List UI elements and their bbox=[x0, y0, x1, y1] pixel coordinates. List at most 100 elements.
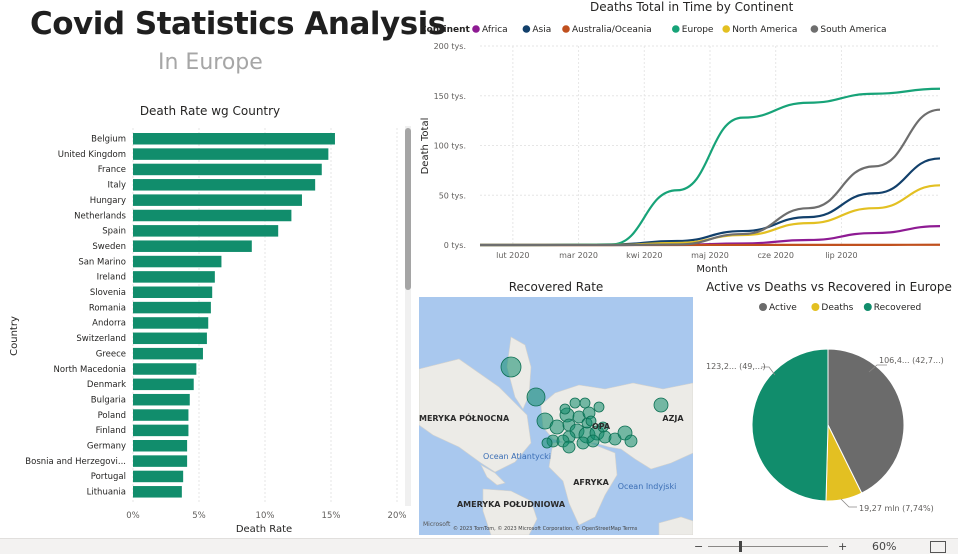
map-bubble[interactable] bbox=[560, 404, 570, 414]
line-chart-y-axis-label: Death Total bbox=[420, 118, 431, 175]
map-bubble[interactable] bbox=[570, 398, 580, 408]
bar-category-label: Slovenia bbox=[90, 288, 126, 298]
line-series-south-america[interactable] bbox=[480, 110, 940, 245]
pie-leader-line bbox=[841, 499, 857, 507]
bar-category-label: Finland bbox=[96, 426, 126, 436]
bar-category-label: Lithuania bbox=[87, 488, 126, 498]
bar-20[interactable] bbox=[133, 440, 187, 452]
bar-22[interactable] bbox=[133, 471, 183, 483]
bar-16[interactable] bbox=[133, 379, 194, 391]
line-chart-title: Deaths Total in Time by Continent bbox=[590, 0, 790, 14]
line-legend-item[interactable]: Asia bbox=[532, 25, 551, 35]
legend-marker bbox=[811, 25, 819, 33]
bar-x-tick-label: 0% bbox=[126, 511, 140, 521]
zoom-slider-thumb[interactable] bbox=[739, 541, 742, 552]
line-legend-title: Continent bbox=[420, 25, 471, 35]
map-title: Recovered Rate bbox=[456, 280, 656, 294]
zoom-out-button[interactable]: − bbox=[694, 540, 703, 553]
bar-chart-scrollbar-thumb[interactable] bbox=[405, 128, 411, 290]
bar-category-label: Bosnia and Herzegovi... bbox=[25, 457, 126, 467]
line-y-tick-label: 200 tys. bbox=[434, 42, 466, 51]
bar-4[interactable] bbox=[133, 194, 302, 206]
line-legend-item[interactable]: Australia/Oceania bbox=[572, 25, 652, 35]
map-label-south-america: AMERYKA POŁUDNIOWA bbox=[457, 500, 566, 509]
line-x-tick-label: cze 2020 bbox=[758, 251, 794, 260]
bar-21[interactable] bbox=[133, 455, 187, 467]
line-x-tick-label: lip 2020 bbox=[825, 251, 857, 260]
bar-17[interactable] bbox=[133, 394, 190, 406]
bar-1[interactable] bbox=[133, 148, 328, 160]
bar-0[interactable] bbox=[133, 133, 335, 145]
map-microsoft-logo: Microsoft bbox=[423, 521, 451, 528]
map-bubble[interactable] bbox=[594, 402, 604, 412]
line-legend-item[interactable]: Africa bbox=[482, 25, 508, 35]
bar-9[interactable] bbox=[133, 271, 215, 283]
bar-18[interactable] bbox=[133, 409, 188, 421]
map-bubble[interactable] bbox=[542, 438, 552, 448]
bar-x-tick-label: 15% bbox=[322, 511, 341, 521]
bar-10[interactable] bbox=[133, 287, 212, 299]
pie-data-label: 106,4... (42,7...) bbox=[879, 356, 944, 365]
line-x-tick-label: maj 2020 bbox=[691, 251, 729, 260]
pie-data-label: 123,2... (49,...) bbox=[706, 362, 766, 371]
bar-category-label: Portugal bbox=[91, 472, 126, 482]
fit-to-page-icon[interactable] bbox=[930, 541, 946, 553]
bar-6[interactable] bbox=[133, 225, 278, 237]
bar-14[interactable] bbox=[133, 348, 203, 360]
bar-category-label: Poland bbox=[98, 411, 126, 421]
bar-category-label: Sweden bbox=[92, 242, 126, 252]
line-y-tick-label: 50 tys. bbox=[439, 191, 466, 200]
bar-11[interactable] bbox=[133, 302, 211, 314]
line-x-tick-label: lut 2020 bbox=[496, 251, 529, 260]
map-bubble[interactable] bbox=[587, 435, 599, 447]
bar-5[interactable] bbox=[133, 210, 291, 222]
bar-category-label: Netherlands bbox=[74, 211, 126, 221]
map-bubble[interactable] bbox=[654, 398, 668, 412]
zoom-in-button[interactable]: + bbox=[838, 540, 847, 553]
pie-legend-item[interactable]: Deaths bbox=[821, 303, 853, 313]
map-bubble[interactable] bbox=[563, 441, 575, 453]
line-chart-x-axis-label: Month bbox=[696, 264, 727, 275]
bar-category-label: France bbox=[98, 165, 126, 175]
map-bubble[interactable] bbox=[580, 398, 590, 408]
bar-3[interactable] bbox=[133, 179, 315, 191]
recovered-rate-map[interactable]: AMERYKA PÓŁNOCNA AZJA OPA AFRYKA AMERYKA… bbox=[419, 297, 693, 535]
map-attribution[interactable]: © 2023 TomTom, © 2023 Microsoft Corporat… bbox=[453, 525, 638, 532]
bar-15[interactable] bbox=[133, 363, 196, 375]
line-legend-item[interactable]: North America bbox=[732, 25, 797, 35]
pie-slice-recovered[interactable] bbox=[752, 349, 828, 501]
pie-legend-marker bbox=[864, 303, 872, 311]
bar-13[interactable] bbox=[133, 333, 207, 345]
map-bubble[interactable] bbox=[550, 420, 564, 434]
deaths-total-line-chart[interactable]: Continent Africa Asia Australia/Oceania Euro… bbox=[415, 18, 958, 278]
map-bubble[interactable] bbox=[625, 435, 637, 447]
bar-category-label: Bulgaria bbox=[91, 395, 126, 405]
map-bubble[interactable] bbox=[501, 357, 521, 377]
pie-legend-item[interactable]: Active bbox=[769, 303, 797, 313]
report-title: Covid Statistics Analysis bbox=[30, 6, 446, 42]
map-label-africa: AFRYKA bbox=[573, 478, 609, 487]
bar-2[interactable] bbox=[133, 164, 322, 176]
bar-7[interactable] bbox=[133, 240, 252, 252]
map-bubble[interactable] bbox=[527, 388, 545, 406]
active-deaths-recovered-pie-chart[interactable]: Active Deaths Recovered 106,4... (42,7...)… bbox=[697, 297, 958, 538]
zoom-slider-track[interactable] bbox=[708, 546, 828, 547]
bar-chart-title: Death Rate wg Country bbox=[110, 104, 310, 118]
line-legend-item[interactable]: Europe bbox=[682, 25, 714, 35]
legend-marker bbox=[523, 25, 531, 33]
bar-19[interactable] bbox=[133, 425, 188, 437]
pie-legend-item[interactable]: Recovered bbox=[874, 303, 921, 313]
bar-12[interactable] bbox=[133, 317, 208, 329]
bar-chart-y-axis-label: Country bbox=[9, 316, 20, 356]
bar-8[interactable] bbox=[133, 256, 221, 267]
bar-category-label: Italy bbox=[108, 181, 126, 191]
legend-marker bbox=[722, 25, 730, 33]
line-legend-item[interactable]: South America bbox=[820, 25, 886, 35]
bar-category-label: North Macedonia bbox=[54, 365, 126, 375]
bar-category-label: Romania bbox=[89, 303, 126, 313]
map-label-indian-ocean: Ocean Indyjski bbox=[618, 482, 677, 491]
bar-23[interactable] bbox=[133, 486, 182, 498]
map-label-asia: AZJA bbox=[662, 414, 684, 423]
line-x-tick-label: kwi 2020 bbox=[626, 251, 662, 260]
